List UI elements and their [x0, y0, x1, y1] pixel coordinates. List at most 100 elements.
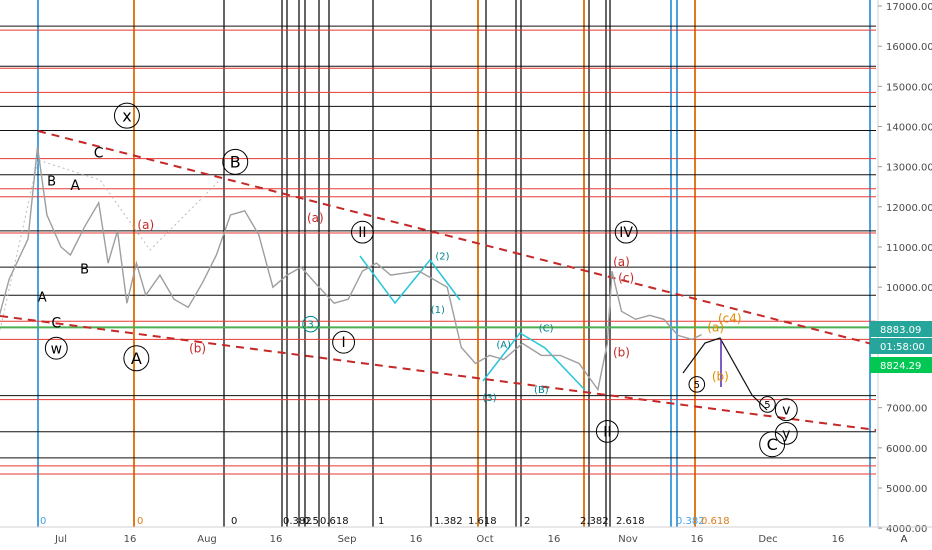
trendlines [0, 130, 877, 431]
x-tick-label: Jul [54, 534, 67, 545]
wave-label: (c4) [718, 311, 742, 325]
y-tick-label: 10000.00 [886, 283, 932, 294]
wave-label: II [358, 225, 366, 241]
wave-label: 5 [694, 380, 700, 391]
wave-label: A [38, 290, 47, 305]
fib-time-label: 0 [40, 516, 46, 527]
wave-label: II [603, 424, 611, 440]
x-axis[interactable]: Jul 16 Aug 16 Sep 16 Oct 16 Nov 16 Dec 16 A [0, 526, 932, 545]
wave-label: v [782, 403, 790, 419]
fib-time-label: 2.618 [616, 516, 645, 527]
wave-label: (b) [189, 342, 206, 356]
wave-label-circle [222, 148, 249, 175]
wave-label: (B) [534, 385, 549, 396]
lower-channel-line [0, 315, 877, 431]
price-tag-bg [870, 357, 932, 373]
wave-label-circle [113, 102, 140, 129]
wave-label-circle [302, 315, 319, 333]
wave-count-path [359, 255, 461, 305]
y-tick-label: 6000.00 [886, 444, 927, 455]
wave-label: (1) [431, 305, 445, 316]
x-tick-label: Sep [338, 534, 357, 545]
wave-label: B [47, 174, 56, 189]
wave-label: I [342, 335, 346, 351]
wave-label: A [131, 349, 142, 368]
y-tick-label: 16000.00 [886, 42, 932, 53]
x-tick-label: Nov [618, 534, 638, 545]
wave-label: y [782, 426, 790, 442]
y-tick-label: 7000.00 [886, 404, 927, 415]
horizontal-levels [0, 25, 876, 475]
y-axis[interactable]: 17000.00 16000.00 15000.00 14000.00 13000.00… [877, 0, 932, 550]
wave-label-circle [759, 396, 776, 413]
auto-scale-button[interactable]: A [901, 534, 908, 545]
x-tick-label: 16 [691, 534, 704, 545]
wave-label-circle [123, 345, 150, 372]
x-tick-label: 16 [410, 534, 423, 545]
wave-label-circle [688, 376, 706, 393]
price-tag-bg [870, 321, 932, 337]
wave-label: 5 [764, 400, 770, 411]
upper-channel-line [37, 130, 877, 346]
wave-label-circle [350, 220, 374, 244]
fib-time-lines [37, 0, 871, 527]
y-axis-panel [878, 0, 932, 550]
fib-time-label: 0 [137, 516, 143, 527]
dotted-guide [0, 159, 221, 331]
wave-label-circle [774, 398, 798, 422]
x-tick-label: 16 [832, 534, 845, 545]
wave-label: (a) [707, 321, 724, 335]
wave-label: (b) [712, 370, 729, 384]
wave-label-circle [332, 330, 356, 354]
y-tick-label: 17000.00 [886, 2, 932, 13]
fib-time-label: 1.618 [468, 516, 497, 527]
fib-time-label: 0 [231, 516, 237, 527]
wave-label-circle [614, 220, 638, 244]
wave-label: (C) [539, 324, 554, 335]
wave-label-circle [44, 336, 68, 360]
wave-label: (a) [307, 211, 324, 225]
wave-label: (A) [496, 340, 511, 351]
price-tags: 8883.09 01:58:00 8824.29 [870, 321, 932, 373]
price-tag-label: 8883.09 [880, 325, 921, 336]
price-tag-label: 01:58:00 [880, 342, 925, 353]
price-series [0, 146, 702, 392]
wave-label: B [230, 153, 241, 172]
fib-time-label: 0.5 [303, 516, 319, 527]
wave-labels: xBAwCIIIIVIICyv5CABAB(a)(b)(a)(a)(c)(b)(… [38, 102, 798, 458]
x-tick-label: Dec [758, 534, 777, 545]
wave-label: x [122, 106, 131, 125]
wave-label: (a) [613, 255, 630, 269]
wave-label: B [80, 262, 89, 277]
fib-time-label: 2 [524, 516, 530, 527]
forecast-path [682, 337, 768, 411]
wave-label: (3) [482, 393, 496, 404]
wave-label-circle [774, 421, 798, 445]
y-tick-label: 5000.00 [886, 484, 927, 495]
fib-time-label: 0.382 [676, 516, 705, 527]
wave-label: C [94, 146, 104, 162]
fib-time-label: 0.618 [320, 516, 349, 527]
wave-label: (a) [137, 218, 154, 232]
y-tick-label: 13000.00 [886, 163, 932, 174]
wave-label: C [767, 435, 778, 454]
x-tick-label: 16 [548, 534, 561, 545]
wave-label: (c) [618, 271, 634, 285]
wave-label: C [51, 316, 61, 332]
x-tick-label: 16 [270, 534, 283, 545]
fib-time-label: 2.382 [580, 516, 609, 527]
wave-label: (b) [613, 346, 630, 360]
y-tick-label: 15000.00 [886, 82, 932, 93]
fib-time-label: 0.382 [283, 516, 312, 527]
wave-count-path [482, 332, 586, 391]
price-tag-label: 8824.29 [880, 361, 921, 372]
x-tick-label: Oct [476, 534, 493, 545]
price-tag-bg [870, 338, 932, 354]
price-line [0, 146, 702, 392]
wave-label: 3 [307, 320, 313, 331]
wave-label: IV [619, 225, 633, 241]
y-tick-label: 4000.00 [886, 524, 927, 535]
